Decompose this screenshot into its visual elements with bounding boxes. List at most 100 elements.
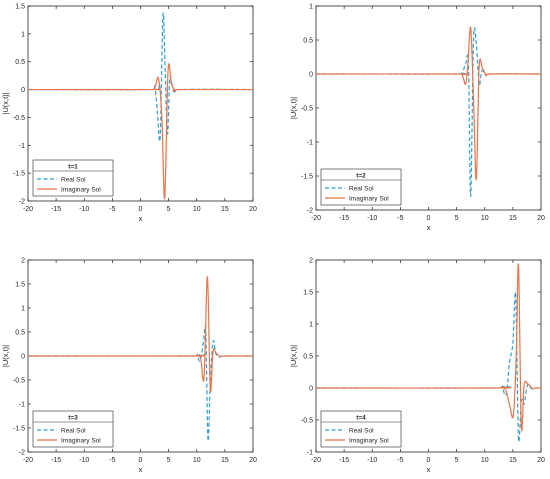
x-tick-label: 5 [167, 457, 171, 464]
legend: t=2 Real Sol Imaginary Sol [320, 168, 402, 206]
y-tick-label: 0 [21, 354, 25, 361]
series-line-imaginary [316, 26, 541, 181]
x-tick-label: 15 [221, 457, 229, 464]
x-tick-label: 10 [193, 457, 201, 464]
y-tick-label: -1 [19, 402, 25, 409]
y-tick-label: 0.5 [303, 38, 313, 45]
subplot-2: -20 -15 -10 -5 0 5 10 15 20 -2 -1.5 -1 -0.5 0 0.5 1 x |U(… [289, 4, 545, 233]
x-tick-label: -5 [397, 215, 403, 222]
x-axis-label: x [139, 465, 143, 474]
x-tick-label: -20 [311, 215, 321, 222]
legend-entry-label: Real Sol [349, 427, 374, 434]
x-tick-label: -15 [339, 457, 349, 464]
x-tick-label: 20 [537, 215, 545, 222]
x-tick-label: 20 [249, 206, 257, 213]
y-tick-label: 1 [21, 306, 25, 313]
y-tick-label: -2 [307, 208, 313, 215]
series-line-imaginary [316, 263, 541, 432]
y-tick-label: 1.5 [15, 4, 25, 11]
y-tick-label: 0.5 [15, 330, 25, 337]
x-tick-label: 5 [455, 215, 459, 222]
x-tick-label: -20 [23, 457, 33, 464]
x-tick-label: -10 [79, 206, 89, 213]
x-tick-label: -5 [397, 457, 403, 464]
legend-entry-label: Imaginary Sol [61, 437, 101, 444]
y-tick-label: 0 [309, 72, 313, 79]
x-tick-label: 10 [193, 206, 201, 213]
x-tick-label: -5 [109, 206, 115, 213]
y-tick-label: 1 [309, 322, 313, 329]
subplot-1: -20 -15 -10 -5 0 5 10 15 20 -2 -1.5 -1 -0.5 0 0.5 1 1.5 x… [1, 4, 257, 224]
y-axis-label: |U(x,t)| [1, 345, 10, 367]
x-tick-label: 20 [249, 457, 257, 464]
x-axis-label: x [139, 214, 143, 223]
x-tick-label: 5 [167, 206, 171, 213]
x-tick-label: -10 [79, 457, 89, 464]
legend-title: t=2 [356, 173, 366, 180]
x-tick-label: 20 [537, 457, 545, 464]
y-axis-label: |U(x,t)| [289, 345, 298, 367]
legend-entry-label: Imaginary Sol [61, 186, 101, 193]
x-tick-label: -20 [23, 206, 33, 213]
legend-box [32, 159, 114, 197]
x-tick-label: -15 [339, 215, 349, 222]
y-tick-label: 0.5 [303, 354, 313, 361]
subplot-4: -20 -15 -10 -5 0 5 10 15 20 -1 -0.5 0 0.5 1 1.5 2 x |U(x,… [289, 258, 545, 475]
y-tick-label: 2 [21, 258, 25, 265]
legend-title: t=4 [356, 415, 366, 422]
y-tick-label: 1.5 [15, 282, 25, 289]
x-tick-label: 10 [481, 215, 489, 222]
y-tick-label: -1.5 [13, 171, 25, 178]
y-tick-label: -0.5 [301, 418, 313, 425]
subplot-3: -20 -15 -10 -5 0 5 10 15 20 -2 -1.5 -1 -0.5 0 0.5 1 1.5 2… [1, 258, 257, 475]
legend: t=4 Real Sol Imaginary Sol [320, 410, 402, 448]
y-tick-label: 1 [309, 4, 313, 11]
x-axis-label: x [427, 223, 431, 232]
y-axis-label: |U(x,t)| [289, 97, 298, 119]
legend-box [32, 410, 114, 448]
x-tick-label: 15 [509, 215, 517, 222]
series-line-real [28, 12, 253, 142]
y-axis-label: |U(x,t)| [1, 92, 10, 114]
legend-entry-label: Real Sol [61, 176, 86, 183]
x-tick-label: -15 [51, 206, 61, 213]
y-tick-label: 1.5 [303, 290, 313, 297]
y-tick-label: 0 [309, 386, 313, 393]
x-tick-label: -15 [51, 457, 61, 464]
x-tick-label: -10 [367, 457, 377, 464]
x-tick-label: -10 [367, 215, 377, 222]
y-tick-label: 2 [309, 258, 313, 265]
legend: t=1 Real Sol Imaginary Sol [32, 159, 114, 197]
x-tick-label: 5 [455, 457, 459, 464]
x-tick-label: 10 [481, 457, 489, 464]
y-tick-label: 0 [21, 87, 25, 94]
legend: t=3 Real Sol Imaginary Sol [32, 410, 114, 448]
y-tick-label: -1 [307, 450, 313, 457]
y-tick-label: -1 [19, 143, 25, 150]
series-line-real [28, 325, 253, 442]
legend-entry-label: Real Sol [349, 185, 374, 192]
legend-entry-label: Real Sol [61, 427, 86, 434]
x-tick-label: -5 [109, 457, 115, 464]
legend-entry-label: Imaginary Sol [349, 195, 389, 202]
legend-entry-label: Imaginary Sol [349, 437, 389, 444]
y-tick-label: -0.5 [301, 106, 313, 113]
y-tick-label: -0.5 [13, 378, 25, 385]
x-tick-label: 0 [427, 457, 431, 464]
legend-box [320, 168, 402, 206]
y-tick-label: -0.5 [13, 115, 25, 122]
legend-title: t=1 [68, 164, 78, 171]
legend-box [320, 410, 402, 448]
x-tick-label: -20 [311, 457, 321, 464]
y-tick-label: 0.5 [15, 59, 25, 66]
y-tick-label: -2 [19, 450, 25, 457]
series-line-imaginary [28, 63, 253, 200]
x-tick-label: 0 [427, 215, 431, 222]
y-tick-label: -1.5 [13, 426, 25, 433]
x-tick-label: 0 [139, 206, 143, 213]
y-tick-label: -1 [307, 140, 313, 147]
x-tick-label: 15 [221, 206, 229, 213]
y-tick-label: -1.5 [301, 174, 313, 181]
x-tick-label: 15 [509, 457, 517, 464]
y-tick-label: -2 [19, 199, 25, 206]
